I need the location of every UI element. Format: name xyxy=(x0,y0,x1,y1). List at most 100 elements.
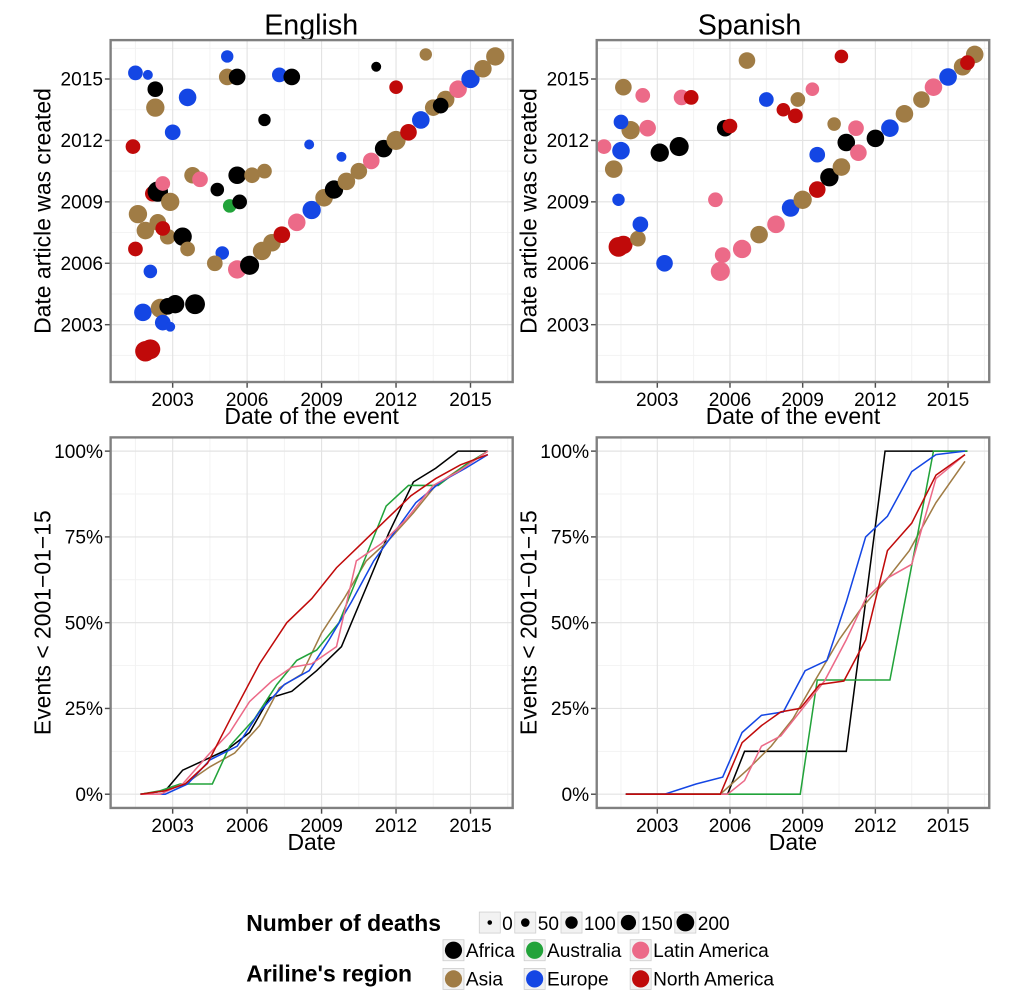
scatter-point-europe xyxy=(215,246,230,260)
scatter-point-asia xyxy=(750,225,768,244)
y-tick-label: 2003 xyxy=(547,315,589,336)
scatter-point-north-america xyxy=(273,226,291,243)
scatter-point-north-america xyxy=(140,339,161,360)
series-line-latin-america xyxy=(625,454,966,795)
x-tick-label: 2006 xyxy=(226,390,268,411)
scatter-point-asia xyxy=(913,91,930,108)
y-tick-label: 25% xyxy=(551,699,589,720)
scatter-point-north-america xyxy=(125,139,141,154)
x-tick-label: 2012 xyxy=(854,390,896,411)
y-tick-label: 2015 xyxy=(547,70,589,91)
legend-size-label: 0 xyxy=(502,914,513,935)
y-tick-label: 0% xyxy=(561,785,589,806)
series-line-africa xyxy=(140,450,488,795)
x-tick-label: 2006 xyxy=(226,816,268,837)
scatter-point-asia xyxy=(793,190,812,209)
y-axis-title: Events < 2001−01−15 xyxy=(516,510,542,735)
english-scatter-panel: 2003 2006 2009 2012 2015 2003 2006 2009 2012 2015… xyxy=(29,38,514,429)
scatter-point-north-america xyxy=(389,80,403,94)
panel-border xyxy=(595,38,991,384)
scatter-point-north-america xyxy=(683,90,699,105)
scatter-point-africa xyxy=(228,166,246,185)
scatter-point-latin-america xyxy=(850,144,867,162)
y-tick-label: 50% xyxy=(551,613,589,634)
scatter-point-asia xyxy=(474,59,492,78)
spanish-scatter-panel: 2003 2006 2009 2012 2015 2003 2006 2009 2012 2015… xyxy=(516,38,991,429)
scatter-point-asia xyxy=(419,48,432,61)
scatter-point-europe xyxy=(412,111,430,129)
legend-region-dot-asia xyxy=(444,970,463,988)
x-tick-label: 2003 xyxy=(636,390,678,411)
scatter-point-asia xyxy=(180,241,195,257)
scatter-point-europe xyxy=(142,69,153,80)
y-tick-label: 2009 xyxy=(547,193,589,214)
y-tick-label: 75% xyxy=(551,528,589,549)
x-tick-label: 2003 xyxy=(151,816,193,837)
legend-region-dot-latin-america xyxy=(632,941,650,959)
x-tick-label: 2015 xyxy=(449,816,491,837)
scatter-point-asia xyxy=(604,160,623,178)
legend-size-label: 200 xyxy=(698,914,730,935)
y-tick-label: 2009 xyxy=(60,193,102,214)
scatter-point-africa xyxy=(228,68,246,86)
scatter-point-north-america xyxy=(960,55,975,71)
scatter-point-africa xyxy=(185,294,205,315)
scatter-point-africa xyxy=(258,113,271,127)
legend: Number of deaths 0 50 100 150 200 Ariline's … xyxy=(246,910,774,990)
scatter-point-latin-america xyxy=(924,78,943,96)
scatter-point-europe xyxy=(178,88,197,107)
scatter-point-asia xyxy=(337,172,356,191)
legend-size-label: 50 xyxy=(538,914,559,935)
scatter-point-asia xyxy=(790,92,806,107)
series-line-north-america xyxy=(140,453,489,795)
y-axis-title: Date article was created xyxy=(516,88,542,334)
series-line-asia xyxy=(140,450,489,795)
scatter-point-north-america xyxy=(400,123,417,141)
x-axis-title: Date xyxy=(287,829,335,855)
panel-title-spanish: Spanish xyxy=(698,9,802,41)
scatter-point-latin-america xyxy=(155,176,171,191)
scatter-point-asia xyxy=(257,163,272,179)
scatter-point-latin-america xyxy=(449,80,467,98)
scatter-point-africa xyxy=(283,68,301,86)
legend-size-label: 150 xyxy=(641,914,673,935)
scatter-point-asia xyxy=(161,192,180,212)
scatter-point-latin-america xyxy=(805,82,820,96)
scatter-point-asia xyxy=(827,117,841,131)
x-tick-label: 2003 xyxy=(636,816,678,837)
scatter-point-europe xyxy=(881,119,899,137)
legend-region-dot-north-america xyxy=(632,970,650,988)
scatter-point-asia xyxy=(630,230,646,247)
scatter-point-europe xyxy=(302,200,321,220)
legend-size-dot xyxy=(520,918,530,927)
scatter-point-europe xyxy=(612,141,630,160)
legend-region-title: Ariline's region xyxy=(246,961,412,987)
scatter-point-asia xyxy=(615,78,632,96)
scatter-point-latin-america xyxy=(848,120,864,136)
scatter-point-europe xyxy=(304,139,315,150)
scatter-point-asia xyxy=(206,255,223,272)
x-tick-label: 2012 xyxy=(375,816,417,837)
scatter-point-latin-america xyxy=(639,119,656,137)
legend-region-label: Latin America xyxy=(653,941,769,962)
scatter-point-africa xyxy=(371,61,382,72)
scatter-point-north-america xyxy=(834,49,849,64)
x-tick-label: 2015 xyxy=(927,816,969,837)
panel-border xyxy=(109,38,514,384)
panel-border xyxy=(109,436,514,810)
scatter-point-europe xyxy=(143,264,158,279)
scatter-point-europe xyxy=(164,124,181,141)
legend-region-dot-africa xyxy=(444,941,463,959)
scatter-point-latin-america xyxy=(596,139,612,154)
legend-size-dot xyxy=(676,913,695,932)
scatter-point-africa xyxy=(166,295,185,314)
x-tick-label: 2009 xyxy=(300,816,342,837)
scatter-point-africa xyxy=(669,137,689,157)
x-tick-label: 2006 xyxy=(709,816,751,837)
scatter-point-north-america xyxy=(808,181,826,198)
series-line-latin-america xyxy=(140,450,489,795)
scatter-point-north-america xyxy=(128,241,143,257)
y-tick-label: 2015 xyxy=(60,70,102,91)
legend-region-dot-europe xyxy=(526,970,544,988)
legend-size-dot xyxy=(620,914,637,931)
